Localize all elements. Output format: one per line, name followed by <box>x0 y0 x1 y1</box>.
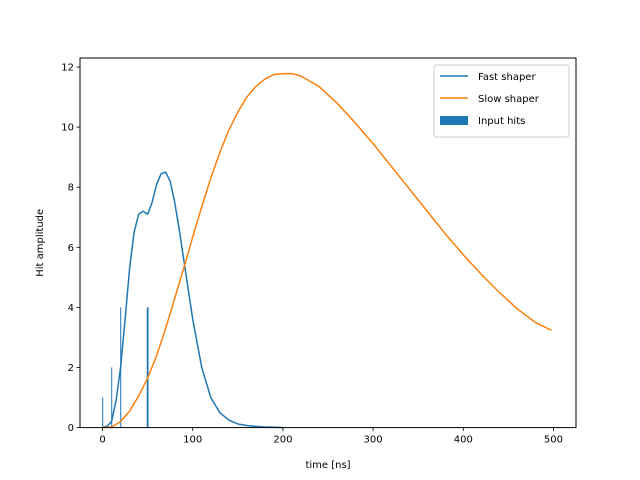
x-tick-label: 200 <box>273 435 292 446</box>
series-line-slow-shaper <box>101 72 552 429</box>
legend: Fast shaper Slow shaper Input hits <box>433 64 570 138</box>
series-line-fast-shaper <box>101 171 284 429</box>
legend-label: Input hits <box>478 116 525 127</box>
y-tick-label: 2 <box>68 363 74 374</box>
x-axis-label: time [ns] <box>305 460 350 471</box>
input-hit-bar <box>146 307 149 428</box>
legend-label: Slow shaper <box>478 94 540 105</box>
plot-frame <box>79 57 577 429</box>
legend-label: Fast shaper <box>478 72 536 83</box>
y-axis: 0 2 4 6 8 10 12 <box>61 63 80 434</box>
x-tick-label: 0 <box>99 435 105 446</box>
y-tick-label: 12 <box>61 63 74 74</box>
y-tick-label: 8 <box>68 183 74 194</box>
input-hit-bar <box>111 367 113 428</box>
lines-layer <box>101 72 552 429</box>
y-tick-label: 6 <box>68 243 74 254</box>
x-tick-label: 500 <box>544 435 563 446</box>
x-tick-label: 400 <box>454 435 473 446</box>
x-tick-label: 100 <box>183 435 202 446</box>
x-axis: 0 100 200 300 400 500 <box>99 427 563 446</box>
legend-swatch <box>440 116 468 125</box>
y-axis-label: Hit amplitude <box>35 209 46 277</box>
input-hit-bar <box>102 397 104 428</box>
x-tick-label: 300 <box>364 435 383 446</box>
y-tick-label: 0 <box>68 423 74 434</box>
y-tick-label: 10 <box>61 123 74 134</box>
y-tick-label: 4 <box>68 303 74 314</box>
